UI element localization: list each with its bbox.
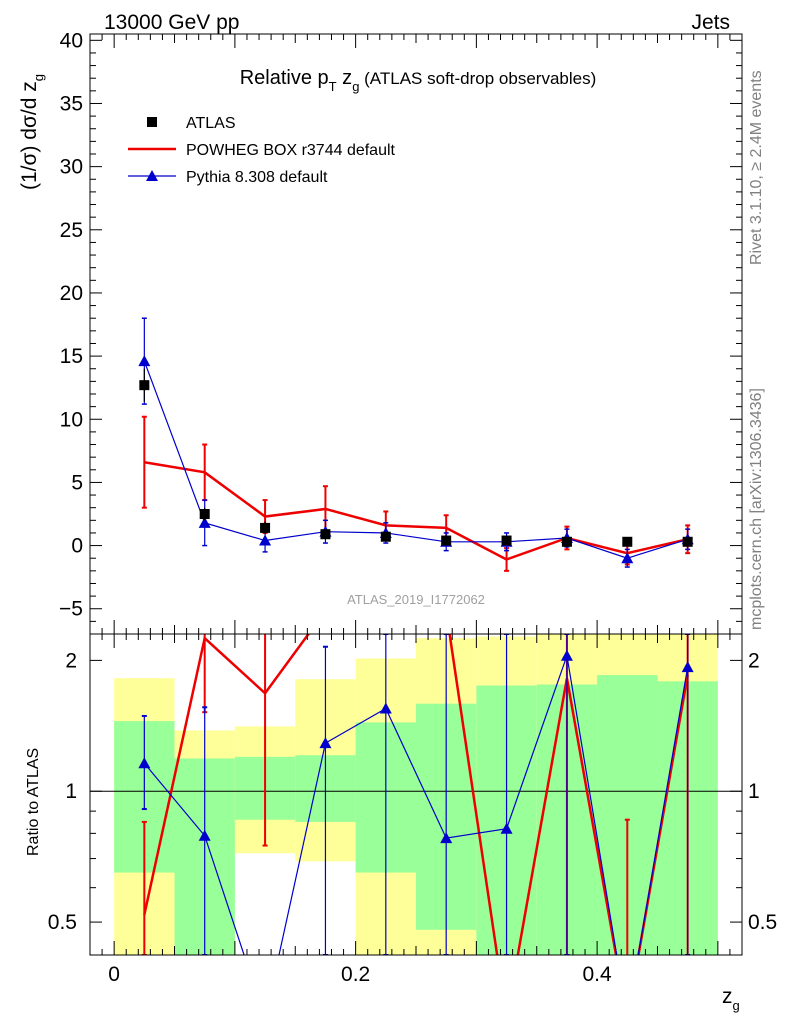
legend-atlas-marker [147, 117, 157, 127]
ratio-y-tick-label: 1 [65, 780, 77, 803]
main-y-tick-label: −5 [59, 598, 83, 621]
atlas-data-point [622, 536, 633, 547]
atlas-data-point [441, 535, 452, 546]
chart-title-mid-subscript: g [352, 79, 359, 94]
ratio-y-tick-label-right: 0.5 [748, 911, 777, 934]
header-collision-label: 13000 GeV pp [104, 11, 239, 34]
ratio-pythia-point [560, 649, 573, 661]
ratio-pythia-point [319, 737, 332, 749]
main-y-tick-label: 25 [60, 219, 83, 242]
legend-pythia-label: Pythia 8.308 default [186, 169, 328, 186]
atlas-data-point [501, 535, 512, 546]
main-y-tick-label: 35 [60, 92, 83, 115]
atlas-data-point [320, 529, 331, 540]
main-y-axis-label-text: (1/σ) dσ/d z [18, 81, 41, 190]
header-process-label: Jets [691, 11, 730, 34]
atlas-data-point [199, 509, 210, 519]
chart-title-prefix: Relative p [240, 67, 329, 89]
x-axis-label-text: z [722, 985, 733, 1008]
ratio-y-tick-label-right: 2 [748, 649, 760, 672]
legend-pythia-marker [146, 170, 158, 181]
main-panel: −5 0 5 10 15 20 25 30 35 40 [59, 29, 743, 635]
pythia-point [259, 534, 272, 546]
pythia-point [621, 552, 634, 564]
legend: ATLAS POWHEG BOX r3744 default Pythia 8.… [128, 115, 396, 186]
ratio-pythia-point [379, 702, 392, 714]
ratio-pythia-point [440, 832, 453, 844]
ratio-pythia-line [143, 655, 689, 955]
powheg-line [144, 460, 688, 561]
ratio-y-tick-label: 0.5 [48, 911, 77, 934]
pythia-point [138, 355, 151, 367]
main-y-tick-label: 15 [60, 345, 83, 368]
mcplots-reference-label: mcplots.cern.ch [arXiv:1306.3436] [748, 388, 765, 630]
pythia-point [198, 516, 211, 528]
main-y-tick-label: 20 [60, 282, 83, 305]
x-tick-label: 0.4 [583, 963, 613, 986]
atlas-data-point [682, 536, 693, 547]
ratio-panel: 0 0.2 0.4 0.5 0.5 1 1 2 2 [48, 633, 777, 986]
legend-atlas-label: ATLAS [186, 115, 236, 132]
main-y-axis-label: (1/σ) dσ/d zg [18, 74, 46, 190]
main-y-tick-label: 0 [71, 535, 83, 558]
legend-powheg-label: POWHEG BOX r3744 default [186, 142, 396, 159]
main-y-tick-label: 40 [60, 29, 83, 52]
ratio-pythia-point [198, 829, 211, 841]
main-y-tick-label: 30 [60, 156, 83, 179]
main-y-axis-label-subscript: g [31, 74, 46, 81]
main-series [138, 317, 694, 572]
ratio-series [138, 634, 694, 955]
x-tick-label: 0.2 [341, 963, 370, 986]
chart-title-prefix-subscript: T [329, 79, 337, 94]
ratio-pythia-point [500, 822, 513, 834]
ratio-y-tick-label-right: 1 [748, 780, 760, 803]
analysis-label: ATLAS_2019_I1772062 [347, 592, 485, 607]
pythia-line [143, 360, 688, 559]
main-y-tick-label: 10 [60, 408, 83, 431]
main-y-tick-label: 5 [71, 471, 83, 494]
ratio-y-axis-label: Ratio to ATLAS [25, 748, 42, 856]
x-axis-label: zg [722, 985, 740, 1013]
atlas-data-point [561, 536, 572, 547]
atlas-data-point [260, 522, 271, 533]
ratio-y-tick-label: 2 [65, 649, 77, 672]
chart-title-mid: z [337, 67, 353, 89]
ratio-powheg-line [143, 634, 689, 955]
rivet-version-label: Rivet 3.1.10, ≥ 2.4M events [748, 70, 765, 265]
chart-title-suffix: (ATLAS soft-drop observables) [359, 69, 596, 88]
chart-title: Relative pT zg (ATLAS soft-drop observab… [240, 67, 597, 94]
x-axis-label-subscript: g [733, 998, 740, 1013]
ratio-pythia-point [138, 757, 151, 769]
ratio-pythia-point [681, 661, 694, 673]
atlas-data-point [380, 531, 391, 542]
x-tick-label: 0 [108, 963, 120, 986]
atlas-data-point [139, 380, 150, 391]
